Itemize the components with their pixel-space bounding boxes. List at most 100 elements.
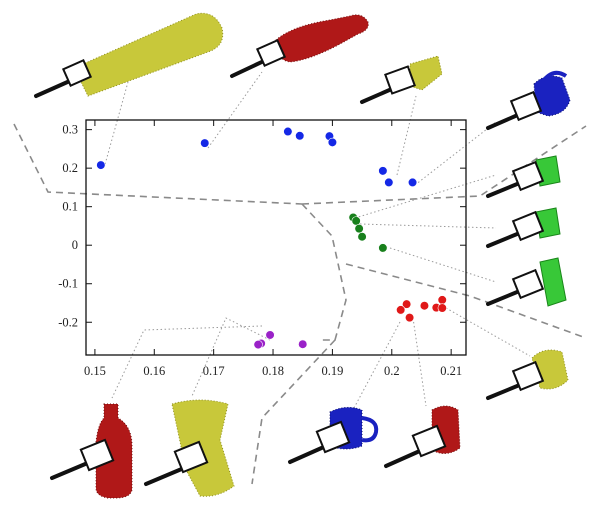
leader-yellow-cup-right — [445, 307, 531, 357]
leader-blue-mug — [414, 121, 497, 186]
data-point — [404, 313, 415, 323]
data-point — [396, 305, 406, 315]
yellow-tube-shape — [73, 12, 224, 97]
leader-yellow-cup-top — [396, 95, 417, 176]
yellow-cup-top-shape — [409, 55, 443, 91]
green-box-3-gripper-arm — [486, 288, 524, 306]
thumbnails — [34, 12, 571, 499]
y-tick-label: 0.2 — [62, 161, 78, 175]
boundary-left — [13, 123, 303, 205]
red-can-gripper-arm — [384, 448, 424, 468]
axis-ticks: 0.15 0.16 0.17 0.18 0.19 0.2 0.21 0.3 0.2 0.1 0 -0.… — [58, 120, 466, 378]
thumbnail-green-box-3 — [486, 257, 567, 307]
leader-red-bottle-bottom — [111, 325, 263, 399]
yellow-cup-top-gripper — [384, 65, 416, 95]
blue-mug-bottom-gripper — [315, 420, 351, 454]
data-point — [402, 299, 412, 309]
data-point — [351, 216, 361, 226]
yellow-cup-bottom-gripper — [173, 440, 209, 474]
data-point — [384, 177, 394, 188]
data-point — [407, 177, 418, 188]
red-bottle-top-gripper-arm — [230, 58, 268, 78]
data-points — [96, 126, 447, 350]
leader-red-bottle-top — [207, 71, 263, 149]
leader-blue-mug-bottom — [353, 321, 401, 409]
boundary-center — [301, 203, 347, 341]
y-tick-label: -0.1 — [58, 277, 78, 291]
blue-mug-gripper-arm — [486, 112, 522, 130]
data-point — [295, 131, 305, 141]
data-point — [200, 138, 210, 148]
leader-green-1 — [354, 174, 497, 219]
data-point — [437, 303, 447, 313]
data-point — [265, 330, 275, 340]
x-tick-label: 0.15 — [84, 364, 106, 378]
yellow-cup-right-gripper-arm — [486, 382, 524, 400]
x-tick-label: 0.16 — [143, 364, 165, 378]
yellow-tube-gripper — [61, 58, 93, 88]
thumbnail-red-bottle-top — [230, 14, 369, 78]
y-tick-label: -0.2 — [58, 315, 78, 329]
red-bottle-top-gripper — [255, 38, 287, 68]
data-point — [96, 160, 106, 170]
green-box-2-gripper-arm — [486, 230, 524, 248]
data-point — [298, 339, 308, 349]
data-point — [283, 126, 293, 137]
red-bottle-bottom-gripper — [79, 438, 115, 472]
red-can-gripper — [411, 424, 447, 458]
green-box-1-gripper — [511, 160, 545, 192]
blue-mug-shape — [533, 75, 571, 117]
blue-mug-handle — [542, 70, 568, 82]
thumbnail-yellow-tube — [34, 12, 224, 98]
red-bottle-bottom-shape — [95, 403, 133, 499]
green-box-3-gripper — [511, 268, 545, 300]
thumbnail-green-box-1 — [486, 155, 561, 198]
leader-yellow-cup-bottom — [191, 317, 271, 397]
blue-mug-bottom-handle — [361, 416, 379, 443]
thumbnail-green-box-2 — [486, 207, 561, 248]
green-box-1-gripper-arm — [486, 180, 524, 198]
data-point — [437, 295, 447, 305]
data-point — [357, 232, 367, 242]
data-point — [378, 166, 388, 176]
x-tick-label: 0.2 — [384, 364, 400, 378]
yellow-cup-bottom-shape — [171, 399, 235, 497]
data-point — [354, 224, 364, 234]
thumbnail-blue-mug — [486, 70, 571, 130]
thumbnail-blue-mug-bottom — [288, 406, 379, 464]
cluster-boundaries — [13, 123, 587, 485]
thumbnail-red-bottle-bottom — [50, 403, 133, 499]
blue-mug-bottom-gripper-arm — [288, 444, 328, 464]
plot-frame — [85, 119, 467, 356]
leader-red-can — [412, 317, 427, 407]
thumbnail-yellow-cup-right — [486, 349, 569, 400]
thumbnail-yellow-cup-top — [360, 55, 443, 104]
data-point — [253, 339, 263, 350]
data-point — [327, 137, 338, 147]
leader-green-3 — [389, 247, 497, 283]
boundary-right-bottom — [345, 263, 587, 339]
green-box-2-gripper — [511, 210, 545, 242]
yellow-tube-gripper-arm — [34, 78, 74, 98]
x-tick-label: 0.21 — [440, 364, 462, 378]
red-bottle-bottom-gripper-arm — [50, 460, 92, 480]
y-tick-label: 0.3 — [62, 123, 78, 137]
x-tick-label: 0.17 — [203, 364, 225, 378]
y-tick-label: 0 — [72, 238, 78, 252]
data-point — [378, 243, 388, 253]
data-point — [419, 301, 430, 311]
leader-yellow-tube — [103, 81, 129, 169]
yellow-cup-bottom-gripper-arm — [144, 466, 186, 486]
y-tick-label: 0.1 — [62, 200, 78, 214]
red-bottle-top-shape — [275, 14, 369, 63]
yellow-cup-top-gripper-arm — [360, 86, 396, 104]
x-tick-label: 0.19 — [321, 364, 343, 378]
blue-mug-gripper — [509, 90, 543, 122]
green-box-3-shape — [539, 257, 567, 307]
thumbnail-yellow-cup-bottom — [144, 399, 235, 497]
yellow-cup-right-gripper — [511, 360, 545, 392]
leader-lines — [103, 71, 531, 409]
leader-green-2 — [359, 223, 497, 229]
x-tick-label: 0.18 — [262, 364, 284, 378]
